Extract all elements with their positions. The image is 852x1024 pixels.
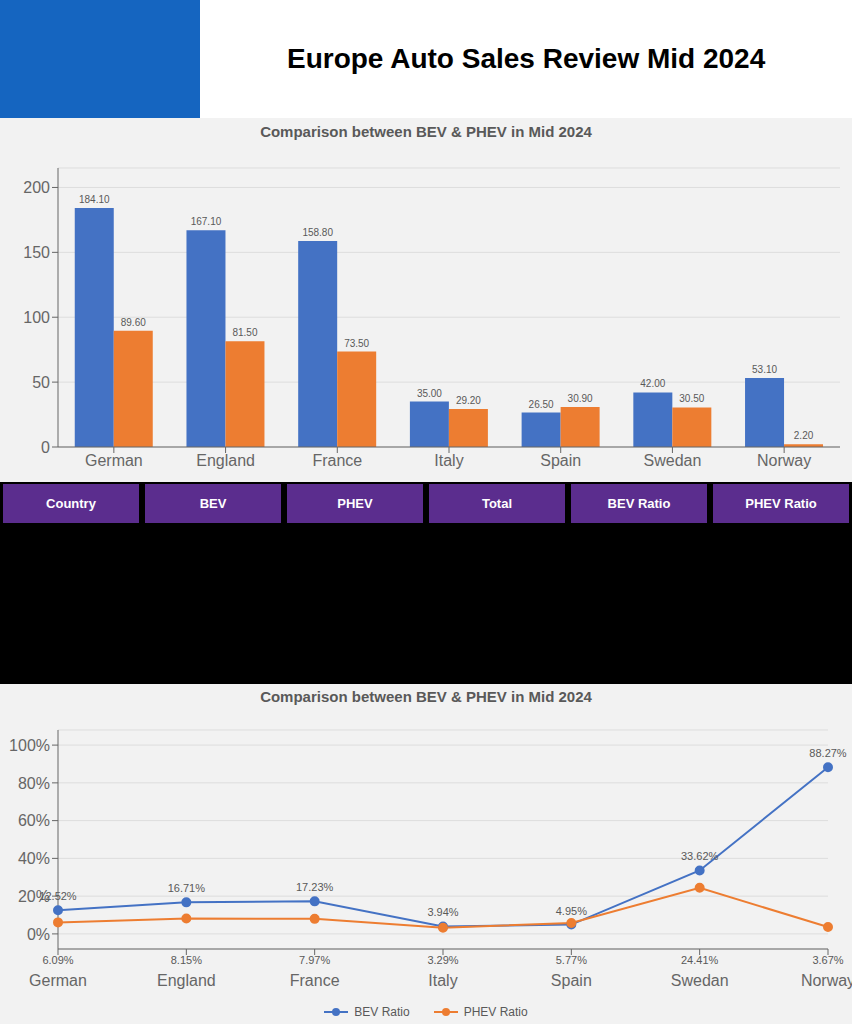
svg-text:100: 100 <box>23 309 50 326</box>
svg-text:40%: 40% <box>18 850 50 867</box>
svg-text:158.80: 158.80 <box>302 227 333 238</box>
html-text:BEV: BEV <box>199 496 227 511</box>
svg-text:Italy: Italy <box>428 972 457 989</box>
svg-text:88.27%: 88.27% <box>809 747 844 759</box>
svg-text:0: 0 <box>41 439 50 456</box>
svg-text:73.50: 73.50 <box>344 338 369 349</box>
html-text:BEV Ratio: BEV Ratio <box>354 1005 410 1019</box>
svg-text:60%: 60% <box>18 812 50 829</box>
svg-text:7.97%: 7.97% <box>299 954 330 966</box>
svg-text:Italy: Italy <box>434 452 463 469</box>
html-text:Comparison between BEV & PHEV: Comparison between BEV & PHEV in Mid 202… <box>260 688 592 705</box>
html-text:PHEV: PHEV <box>337 496 373 511</box>
svg-text:0%: 0% <box>27 926 50 943</box>
svg-text:England: England <box>196 452 255 469</box>
svg-text:17.23%: 17.23% <box>296 881 334 893</box>
html-text:Europe Auto Sales Review Mid 2: Europe Auto Sales Review Mid 2024 <box>287 43 766 74</box>
svg-text:Spain: Spain <box>551 972 592 989</box>
svg-text:200: 200 <box>23 179 50 196</box>
svg-text:30.50: 30.50 <box>679 393 704 404</box>
svg-text:81.50: 81.50 <box>232 327 257 338</box>
svg-text:8.15%: 8.15% <box>171 954 202 966</box>
html-text:Total: Total <box>482 496 512 511</box>
svg-text:4.95%: 4.95% <box>556 905 587 917</box>
html-text:BEV Ratio: BEV Ratio <box>607 496 671 511</box>
svg-text:20%: 20% <box>18 887 50 905</box>
svg-text:100%: 100% <box>9 737 50 754</box>
svg-text:80%: 80% <box>18 775 50 792</box>
html-text:Country: Country <box>46 496 96 511</box>
svg-text:12.52%: 12.52% <box>39 890 77 902</box>
svg-text:France: France <box>312 452 362 469</box>
svg-text:16.71%: 16.71% <box>168 882 206 894</box>
svg-text:89.60: 89.60 <box>121 317 146 328</box>
svg-text:184.10: 184.10 <box>79 194 110 205</box>
svg-text:35.00: 35.00 <box>417 388 442 399</box>
svg-text:Spain: Spain <box>540 452 581 469</box>
svg-text:German: German <box>85 452 143 469</box>
svg-text:42.00: 42.00 <box>640 378 665 389</box>
svg-text:6.09%: 6.09% <box>42 954 73 966</box>
svg-text:50: 50 <box>32 374 50 391</box>
svg-text:Swedan: Swedan <box>644 452 702 469</box>
svg-text:3.94%: 3.94% <box>427 906 458 918</box>
svg-text:2.20: 2.20 <box>794 430 814 441</box>
svg-text:England: England <box>157 972 216 989</box>
svg-text:German: German <box>29 972 87 989</box>
svg-text:Swedan: Swedan <box>671 972 729 989</box>
svg-text:167.10: 167.10 <box>191 216 222 227</box>
svg-text:5.77%: 5.77% <box>556 954 587 966</box>
svg-text:53.10: 53.10 <box>752 364 777 375</box>
svg-text:France: France <box>290 972 340 989</box>
svg-text:33.62%: 33.62% <box>681 850 719 862</box>
html-text:PHEV Ratio: PHEV Ratio <box>463 1005 528 1019</box>
svg-text:30.90: 30.90 <box>568 393 593 404</box>
html-text:PHEV Ratio: PHEV Ratio <box>745 496 817 511</box>
svg-text:26.50: 26.50 <box>529 399 554 410</box>
svg-text:Norway: Norway <box>801 972 844 989</box>
svg-text:3.67%: 3.67% <box>812 954 843 966</box>
svg-text:Norway: Norway <box>757 452 811 469</box>
html-text:Comparison between BEV & PHEV: Comparison between BEV & PHEV in Mid 202… <box>260 123 592 140</box>
svg-text:3.29%: 3.29% <box>427 954 458 966</box>
svg-text:150: 150 <box>23 244 50 261</box>
svg-text:24.41%: 24.41% <box>681 954 719 966</box>
svg-text:29.20: 29.20 <box>456 395 481 406</box>
